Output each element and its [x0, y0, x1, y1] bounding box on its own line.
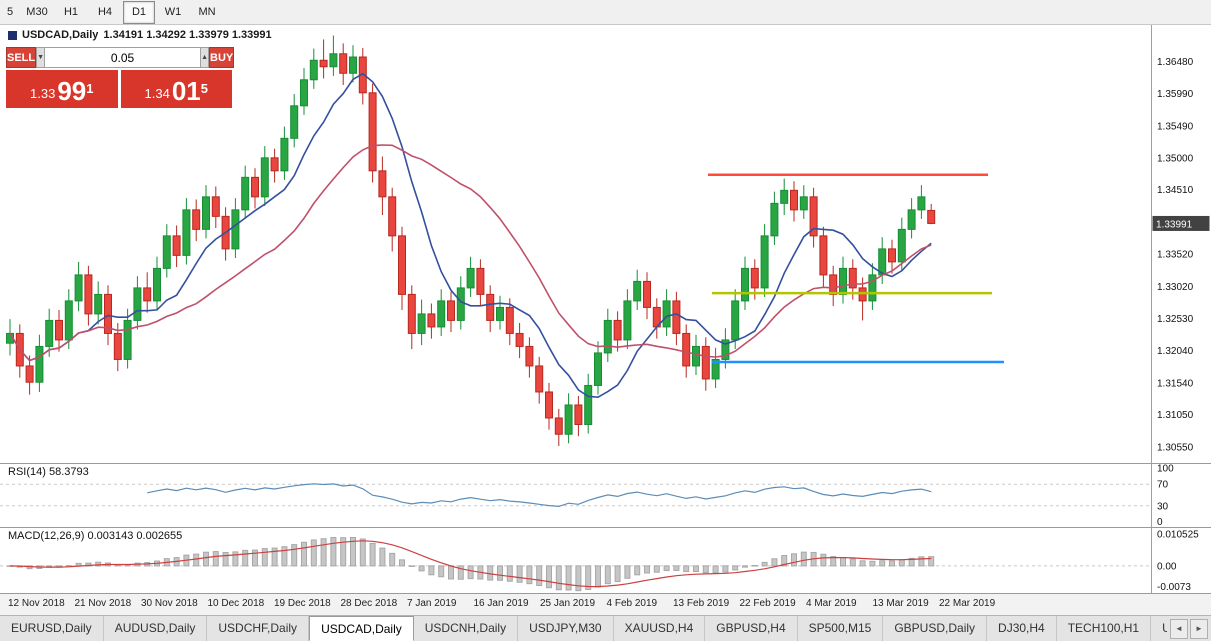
buy-price-big: 01	[171, 76, 201, 106]
buy-button[interactable]: BUY	[209, 47, 235, 68]
macd-axis-label: -0.0073	[1157, 582, 1191, 593]
up-arrow-icon: ▲	[201, 54, 208, 61]
chart-tabbar: EURUSD,Daily AUDUSD,Daily USDCHF,Daily USDC…	[0, 615, 1211, 641]
date-label: 13 Mar 2019	[872, 598, 929, 609]
chart-icon	[8, 30, 17, 40]
rsi-axis-label: 100	[1157, 464, 1174, 475]
chart-tabs: EURUSD,Daily AUDUSD,Daily USDCHF,Daily USDC…	[0, 616, 1167, 641]
tab-usdcad-daily[interactable]: USDCAD,Daily	[309, 616, 414, 641]
tab-audusd-daily[interactable]: AUDUSD,Daily	[104, 616, 208, 641]
sell-button[interactable]: SELL	[6, 47, 37, 68]
timeframe-button-5[interactable]: 5	[6, 5, 14, 18]
date-label: 16 Jan 2019	[473, 598, 529, 609]
sell-price-prefix: 1.33	[30, 86, 56, 101]
sell-price-sup: 1	[86, 81, 94, 96]
candlestick-chart[interactable]: 1.36480 1.35990 1.35490 1.35000 1.34510 1.340…	[0, 25, 1211, 463]
volume-input[interactable]	[44, 47, 202, 68]
timeframe-button-h4[interactable]: H4	[97, 5, 113, 18]
sell-price-big: 99	[57, 76, 87, 106]
macd-signal-line	[9, 540, 932, 588]
date-label: 4 Feb 2019	[606, 598, 658, 609]
timeframe-button-h1[interactable]: H1	[63, 5, 79, 18]
price-axis-label: 1.32040	[1157, 346, 1194, 357]
price-axis-label: 1.31050	[1157, 410, 1194, 421]
rsi-axis-label: 0	[1157, 517, 1163, 527]
volume-up-button[interactable]: ▲	[201, 47, 209, 68]
date-label: 4 Mar 2019	[806, 598, 857, 609]
rsi-line	[147, 483, 932, 508]
rsi-axis-label: 30	[1157, 501, 1169, 512]
tab-usdjpy-m30[interactable]: USDJPY,M30	[518, 616, 614, 641]
price-axis-label: 1.32530	[1157, 314, 1194, 325]
price-axis-label: 1.33020	[1157, 282, 1194, 293]
price-axis-label: 1.35490	[1157, 121, 1194, 132]
date-label: 19 Dec 2018	[274, 598, 331, 609]
candles	[6, 35, 936, 446]
chart-title: USDCAD,Daily 1.34191 1.34292 1.33979 1.3…	[8, 29, 272, 41]
price-axis-label: 1.33520	[1157, 250, 1194, 261]
rsi-label: RSI(14) 58.3793	[8, 466, 89, 478]
date-label: 12 Nov 2018	[8, 598, 65, 609]
macd-pane[interactable]: 0.010525 0.00 -0.0073 MACD(12,26,9) 0.0031…	[0, 527, 1211, 593]
date-axis[interactable]: 12 Nov 2018 21 Nov 2018 30 Nov 2018 10 Dec …	[0, 593, 1211, 615]
tab-xauusd-h4[interactable]: XAUUSD,H4	[614, 616, 706, 641]
date-label: 30 Nov 2018	[141, 598, 198, 609]
rsi-axis-label: 70	[1157, 480, 1169, 491]
buy-price-prefix: 1.34	[144, 86, 170, 101]
date-label: 22 Feb 2019	[739, 598, 796, 609]
ma-fast-line	[9, 72, 932, 399]
tab-sp500-m15[interactable]: SP500,M15	[798, 616, 884, 641]
timeframe-button-mn[interactable]: MN	[198, 5, 216, 18]
rsi-chart[interactable]: 100 70 30 0	[0, 464, 1211, 527]
ma-slow-line	[9, 144, 932, 362]
current-price-value: 1.33991	[1156, 219, 1193, 230]
price-axis-label: 1.30550	[1157, 443, 1194, 454]
tab-u[interactable]: U	[1151, 616, 1167, 641]
tab-usdcnh-daily[interactable]: USDCNH,Daily	[414, 616, 519, 641]
chart-symbol-label: USDCAD,Daily	[22, 29, 99, 41]
tab-scroll-left-icon[interactable]: ◄	[1170, 618, 1188, 639]
date-label: 28 Dec 2018	[340, 598, 398, 609]
price-axis-label: 1.36480	[1157, 57, 1194, 68]
price-axis-label: 1.35990	[1157, 89, 1194, 100]
macd-label: MACD(12,26,9) 0.003143 0.002655	[8, 530, 183, 542]
down-arrow-icon: ▼	[37, 54, 45, 61]
tab-dj30-h4[interactable]: DJ30,H4	[987, 616, 1057, 641]
main-chart-pane[interactable]: 1.36480 1.35990 1.35490 1.35000 1.34510 1.340…	[0, 25, 1211, 463]
macd-axis-label: 0.010525	[1157, 530, 1199, 541]
volume-down-button[interactable]: ▼	[36, 47, 45, 68]
macd-chart[interactable]: 0.010525 0.00 -0.0073	[0, 528, 1211, 593]
date-label: 21 Nov 2018	[74, 598, 132, 609]
sell-price-box[interactable]: 1.33 99 1	[6, 70, 118, 108]
price-axis-label: 1.34510	[1157, 185, 1194, 196]
buy-price-sup: 5	[200, 81, 208, 96]
tab-eurusd-daily[interactable]: EURUSD,Daily	[0, 616, 104, 641]
price-axis-label: 1.31540	[1157, 378, 1194, 389]
current-price-badge	[1152, 215, 1210, 231]
timeframe-button-d1[interactable]: D1	[123, 0, 155, 24]
tab-gbpusd-daily[interactable]: GBPUSD,Daily	[883, 616, 988, 641]
timeframe-button-m30[interactable]: M30	[26, 5, 48, 18]
macd-axis-label: 0.00	[1157, 561, 1177, 572]
rsi-pane[interactable]: 100 70 30 0 RSI(14) 58.3793	[0, 463, 1211, 527]
timeframe-button-w1[interactable]: W1	[164, 5, 182, 18]
date-label: 7 Jan 2019	[407, 598, 457, 609]
buy-price-box[interactable]: 1.34 01 5	[120, 70, 232, 108]
chart-ohlc-values: 1.34191 1.34292 1.33979 1.33991	[103, 29, 272, 41]
one-click-trading-panel: SELL ▼ ▲ BUY 1.33 99 1 1.34 01 5	[6, 47, 235, 108]
tab-scroll-right-icon[interactable]: ►	[1190, 618, 1208, 639]
tab-tech100-h1[interactable]: TECH100,H1	[1057, 616, 1152, 641]
date-label: 13 Feb 2019	[673, 598, 730, 609]
date-label: 22 Mar 2019	[939, 598, 996, 609]
price-axis-label: 1.35000	[1157, 153, 1194, 164]
tab-gbpusd-h4[interactable]: GBPUSD,H4	[705, 616, 798, 641]
date-label: 25 Jan 2019	[540, 598, 596, 609]
date-label: 10 Dec 2018	[207, 598, 265, 609]
tab-usdchf-daily[interactable]: USDCHF,Daily	[207, 616, 310, 641]
tab-scroll-controls: ◄ ►	[1167, 616, 1211, 641]
timeframe-toolbar: 5 M30 H1 H4 D1 W1 MN	[0, 0, 1211, 25]
